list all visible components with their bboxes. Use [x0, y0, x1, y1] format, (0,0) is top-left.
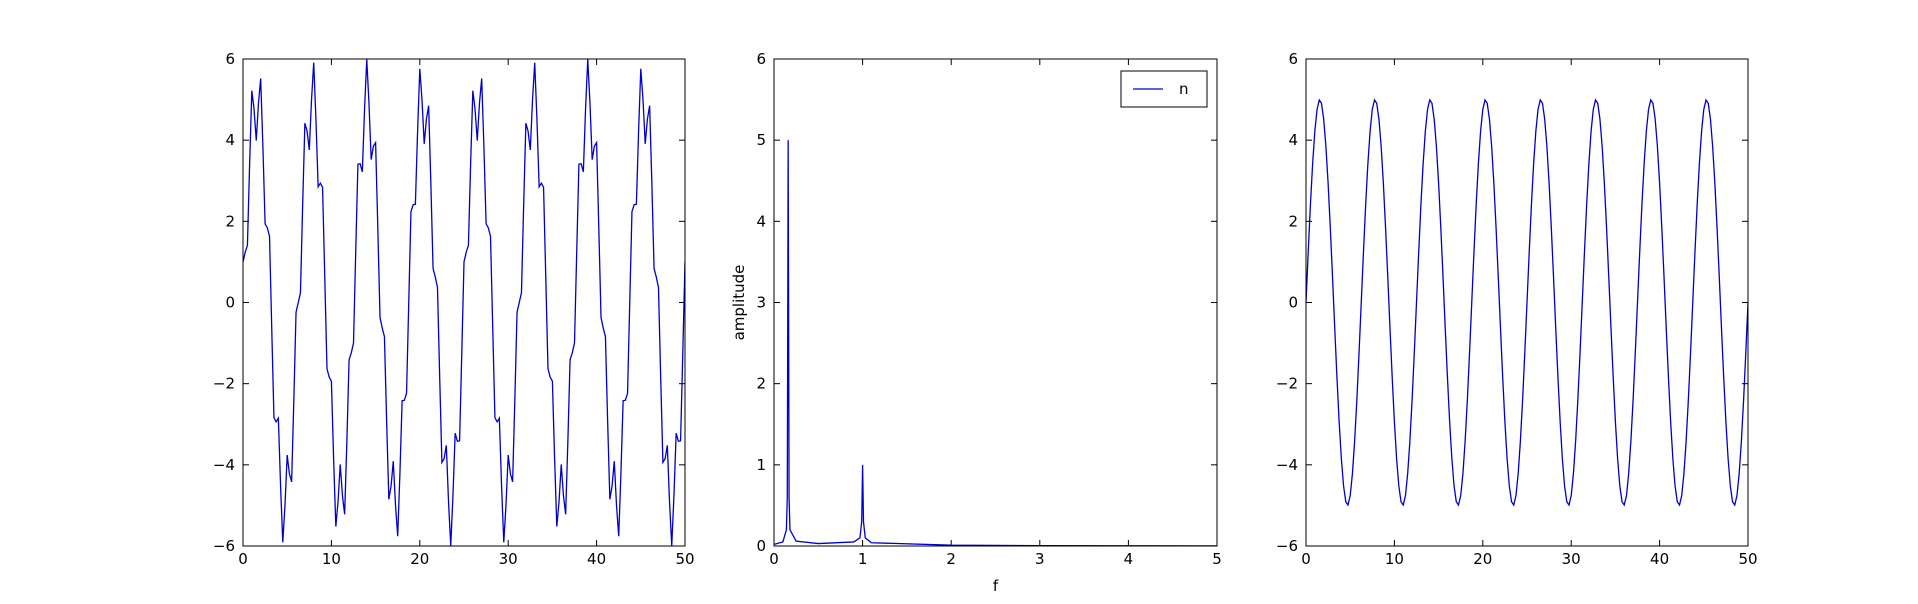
y-tick-label: −4 — [1276, 456, 1298, 474]
y-tick-label: −2 — [213, 375, 235, 393]
y-tick-label: 2 — [1288, 212, 1298, 230]
y-tick-label: 0 — [225, 294, 235, 312]
y-tick-label: 4 — [225, 131, 235, 149]
legend: n — [1120, 70, 1208, 108]
x-tick-label: 30 — [499, 550, 518, 568]
x-tick-label: 40 — [587, 550, 606, 568]
y-tick-label: 6 — [1288, 50, 1298, 68]
x-tick-label: 20 — [1473, 550, 1492, 568]
y-tick-label: 6 — [225, 50, 235, 68]
x-tick-label: 3 — [1035, 550, 1045, 568]
x-tick-label: 4 — [1124, 550, 1134, 568]
y-tick-label: 6 — [756, 50, 766, 68]
y-tick-label: −6 — [213, 537, 235, 555]
x-tick-label: 0 — [1301, 550, 1311, 568]
y-tick-label: −4 — [213, 456, 235, 474]
x-tick-label: 50 — [675, 550, 694, 568]
legend-label: n — [1179, 80, 1189, 98]
y-tick-label: 0 — [756, 537, 766, 555]
y-axis-label: amplitude — [730, 265, 748, 341]
x-tick-label: 0 — [769, 550, 779, 568]
subplot: 0 10 20 30 40 50 −6 −4 −2 0 2 4 6 — [213, 50, 695, 568]
x-tick-label: 0 — [238, 550, 248, 568]
x-tick-label: 40 — [1650, 550, 1669, 568]
x-tick-label: 50 — [1738, 550, 1757, 568]
y-tick-label: 2 — [225, 212, 235, 230]
subplot: 0 1 2 3 4 5 0 1 2 3 4 5 6 f amplitude n — [730, 50, 1222, 595]
x-tick-label: 10 — [1385, 550, 1404, 568]
y-tick-label: 4 — [1288, 131, 1298, 149]
y-tick-label: −6 — [1276, 537, 1298, 555]
x-tick-label: 20 — [410, 550, 429, 568]
x-axis-label: f — [993, 577, 999, 595]
line — [243, 59, 685, 546]
y-tick-label: 4 — [756, 212, 766, 230]
y-tick-label: 0 — [1288, 294, 1298, 312]
y-tick-label: 2 — [756, 375, 766, 393]
line — [774, 140, 1217, 546]
plot-frame — [1305, 58, 1749, 547]
subplot: 0 10 20 30 40 50 −6 −4 −2 0 2 4 6 — [1276, 50, 1758, 568]
x-tick-label: 30 — [1562, 550, 1581, 568]
y-tick-label: 1 — [756, 456, 766, 474]
x-tick-label: 1 — [858, 550, 868, 568]
y-tick-label: 3 — [756, 294, 766, 312]
plot-frame — [773, 58, 1218, 547]
x-tick-label: 5 — [1212, 550, 1222, 568]
y-tick-label: −2 — [1276, 375, 1298, 393]
x-tick-label: 10 — [322, 550, 341, 568]
x-tick-label: 2 — [946, 550, 956, 568]
plot-frame — [242, 58, 686, 547]
line — [1306, 98, 1748, 507]
y-tick-label: 5 — [756, 131, 766, 149]
